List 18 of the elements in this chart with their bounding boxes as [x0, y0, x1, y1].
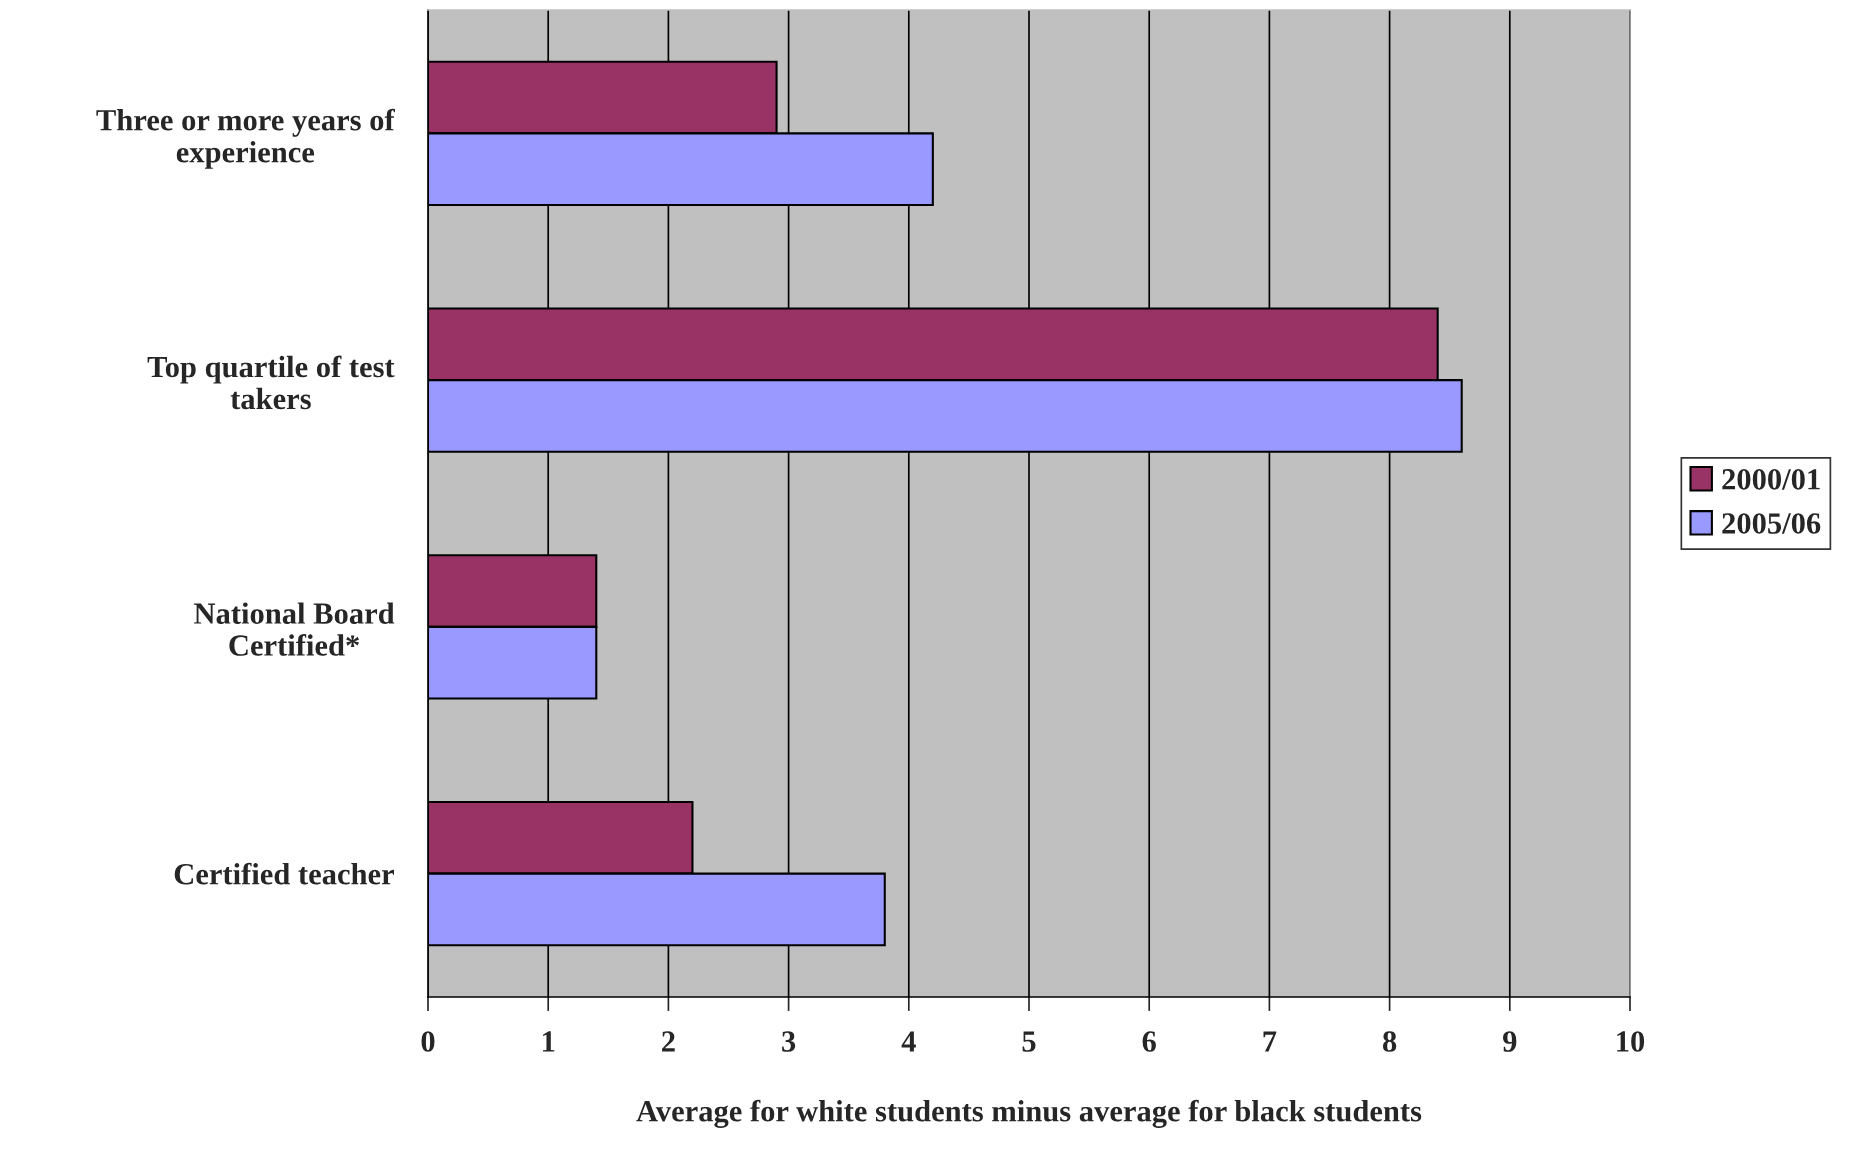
y-tick-label: Three or more years of experience	[96, 108, 395, 169]
x-tick-label: 1	[543, 1031, 555, 1052]
legend-label: 2005/06	[1722, 513, 1821, 534]
x-tick-label: 4	[901, 1031, 916, 1052]
legend-label: 2000/01	[1722, 469, 1820, 490]
x-tick-label: 0	[421, 1031, 435, 1052]
x-axis-title: Average for white students minus average for black students	[636, 1099, 1422, 1128]
x-tick-label: 3	[782, 1031, 796, 1052]
x-tick-label: 6	[1142, 1031, 1156, 1052]
x-tick-label: 10	[1617, 1031, 1645, 1052]
x-tick-label: 9	[1503, 1031, 1517, 1052]
x-tick-label: 5	[1022, 1031, 1036, 1052]
x-tick-label: 7	[1263, 1031, 1277, 1052]
x-tick-label: 2	[662, 1031, 675, 1052]
y-tick-label: Top quartile of test takers	[147, 355, 395, 410]
x-tick-label: 8	[1382, 1031, 1397, 1052]
y-tick-label: Certified teacher	[174, 862, 394, 885]
y-tick-label: National Board Certified*	[194, 602, 395, 656]
